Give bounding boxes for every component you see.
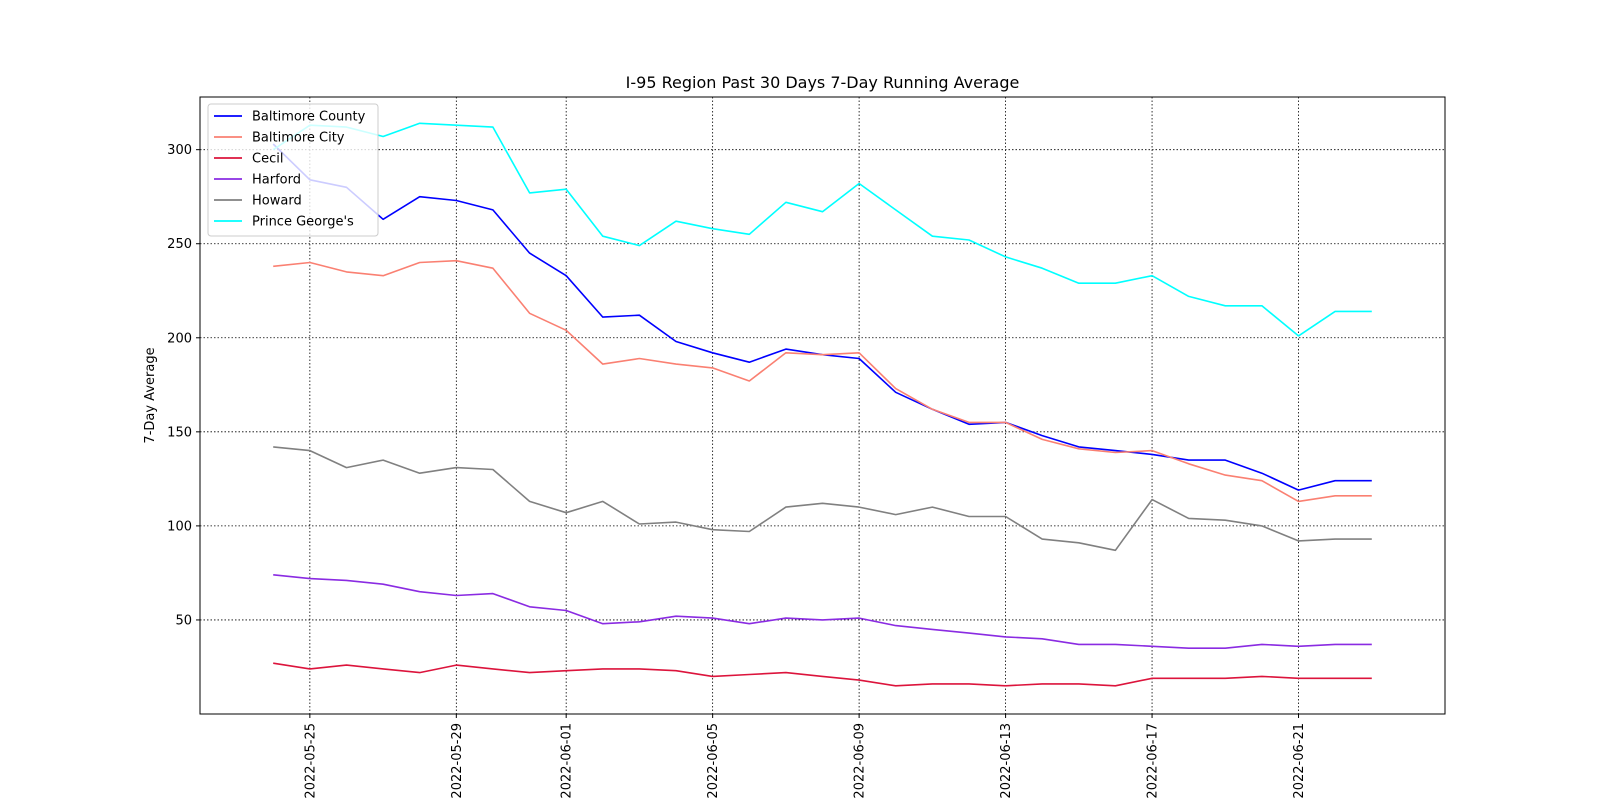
x-tick-label: 2022-06-21 [1292, 723, 1307, 799]
grid-layer [200, 97, 1445, 714]
legend-label: Cecil [252, 152, 283, 167]
x-tick-label: 2022-06-09 [853, 723, 868, 799]
series-line-cecil [273, 662, 1372, 687]
legend-label: Howard [252, 194, 302, 209]
series-line-howard [273, 446, 1372, 552]
x-tick-label: 2022-06-13 [999, 723, 1014, 799]
legend-box [207, 103, 379, 237]
x-tick-label: 2022-05-29 [450, 723, 465, 799]
y-tick-label: 50 [175, 613, 192, 628]
x-tick-label: 2022-06-01 [560, 723, 575, 799]
series-layer [272, 122, 1372, 687]
y-tick-label: 150 [167, 425, 192, 440]
x-tick-label: 2022-06-17 [1146, 723, 1161, 799]
y-axis-label: 7-Day Average [143, 347, 158, 443]
tick-layer: 50 100 150 200 250 300 2022-05-25 2022-05-29 202… [167, 143, 1307, 798]
series-line-harford [273, 574, 1372, 650]
series-line-prince-george-s [272, 122, 1372, 337]
y-tick-label: 100 [167, 519, 192, 534]
series-line-baltimore-city [273, 259, 1372, 503]
legend-label: Harford [252, 173, 301, 188]
y-tick-label: 250 [167, 237, 192, 252]
legend-label: Baltimore City [252, 131, 345, 146]
legend: Baltimore County Baltimore City Cecil Harfo… [207, 103, 379, 237]
plot-frame [199, 96, 1446, 715]
x-tick-label: 2022-06-05 [706, 723, 721, 799]
y-tick-label: 300 [167, 143, 192, 158]
chart-title: I-95 Region Past 30 Days 7-Day Running A… [626, 73, 1020, 92]
legend-label: Baltimore County [252, 110, 366, 125]
x-tick-label: 2022-05-25 [303, 723, 318, 799]
legend-label: Prince George's [252, 215, 354, 230]
y-tick-label: 200 [167, 331, 192, 346]
series-line-baltimore-county [272, 143, 1372, 491]
